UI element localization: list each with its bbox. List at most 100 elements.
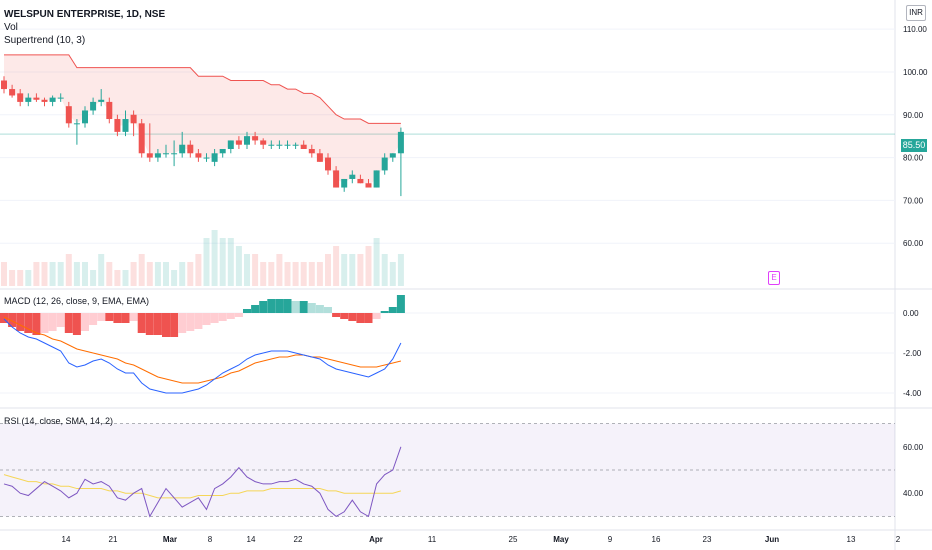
macd-histogram-bar	[267, 299, 276, 313]
volume-bar	[41, 262, 48, 286]
volume-bar	[341, 254, 348, 286]
volume-bar	[1, 262, 7, 286]
macd-histogram-bar	[0, 313, 8, 323]
macd-tick-label: -4.00	[903, 389, 922, 398]
candle-body	[130, 114, 137, 124]
volume-bar	[333, 246, 340, 286]
price-tick-label: 110.00	[903, 25, 927, 34]
macd-histogram-bar	[315, 305, 324, 313]
macd-histogram-bar	[194, 313, 203, 329]
time-tick-label: Apr	[369, 535, 383, 544]
candle-body	[41, 99, 48, 102]
volume-bar	[90, 270, 97, 286]
volume-bar	[195, 254, 202, 286]
volume-bar	[211, 230, 218, 286]
candle-body	[268, 144, 275, 146]
candle-body	[17, 93, 24, 102]
volume-bar	[163, 262, 169, 286]
candle-body	[235, 140, 242, 145]
volume-bar	[122, 270, 129, 286]
macd-panel	[0, 295, 405, 394]
candle-body	[203, 157, 210, 159]
rsi-tick-label: 60.00	[903, 443, 924, 452]
rsi-label[interactable]: RSI (14, close, SMA, 14, 2)	[4, 416, 114, 426]
macd-histogram-bar	[348, 313, 357, 321]
candle-body	[300, 144, 307, 149]
candle-body	[163, 153, 169, 155]
macd-histogram-bar	[137, 313, 146, 333]
macd-histogram-bar	[396, 295, 405, 313]
volume-bar	[389, 262, 396, 286]
vol-label[interactable]: Vol	[4, 22, 18, 33]
axis-labels: 110.00 100.00 90.00 80.00 70.00 60.00 0.00 -2.0…	[62, 25, 928, 544]
candle-body	[73, 123, 80, 125]
macd-histogram-bar	[234, 313, 243, 317]
macd-histogram-bar	[48, 313, 57, 331]
macd-histogram-bar	[291, 301, 300, 313]
volume-bar	[73, 262, 80, 286]
candle-body	[33, 97, 40, 100]
volume-bar	[235, 246, 242, 286]
supertrend-label[interactable]: Supertrend (10, 3)	[4, 35, 86, 46]
volume-bar	[397, 254, 404, 286]
rsi-panel	[0, 423, 895, 518]
macd-tick-label: -2.00	[903, 349, 922, 358]
earnings-event-marker[interactable]: E	[768, 271, 780, 285]
candle-body	[90, 101, 97, 111]
macd-tick-label: 0.00	[903, 309, 919, 318]
candle-body	[122, 119, 129, 132]
volume-bar	[203, 238, 210, 286]
time-tick-label: 8	[208, 535, 213, 544]
time-tick-label: 13	[847, 535, 856, 544]
macd-label[interactable]: MACD (12, 26, close, 9, EMA, EMA)	[4, 296, 150, 306]
volume-bar	[357, 254, 364, 286]
macd-histogram-bar	[40, 313, 49, 333]
volume-bar	[300, 262, 307, 286]
volume-bar	[49, 262, 56, 286]
candle-body	[138, 123, 145, 154]
volume-bar	[187, 262, 194, 286]
volume-bar	[17, 270, 24, 286]
volume-bar	[268, 262, 275, 286]
volume-bar	[292, 262, 299, 286]
candle-body	[260, 140, 267, 145]
volume-bar	[284, 262, 291, 286]
macd-histogram-bar	[388, 307, 397, 313]
macd-histogram-bar	[97, 313, 106, 321]
macd-histogram-bar	[356, 313, 365, 323]
price-tick-label: 80.00	[903, 154, 924, 163]
time-tick-label: 2	[896, 535, 901, 544]
macd-histogram-bar	[105, 313, 114, 321]
macd-histogram-bar	[251, 305, 260, 313]
rsi-line	[3, 446, 402, 518]
macd-histogram-bar	[64, 313, 73, 333]
macd-histogram-bar	[307, 303, 316, 313]
volume-bar	[82, 262, 88, 286]
macd-histogram-bar	[243, 309, 251, 313]
candle-body	[98, 99, 105, 102]
volume-bars	[1, 230, 404, 286]
volume-bar	[381, 254, 388, 286]
currency-badge[interactable]: INR	[906, 5, 926, 21]
candle-body	[227, 140, 234, 149]
price-tick-label: 70.00	[903, 196, 924, 205]
candle-body	[57, 97, 64, 99]
candle-body	[341, 178, 348, 188]
volume-bar	[316, 262, 323, 286]
macd-histogram-bar	[72, 313, 81, 335]
macd-histogram-bar	[24, 313, 33, 333]
macd-histogram-bar	[32, 313, 41, 335]
macd-histogram-bar	[16, 313, 25, 331]
candle-body	[179, 144, 186, 154]
macd-histogram-bar	[283, 299, 292, 313]
candle-body	[25, 97, 32, 102]
macd-histogram-bar	[218, 313, 227, 321]
macd-line	[3, 318, 402, 394]
supertrend-line	[4, 54, 401, 124]
volume-bar	[106, 262, 113, 286]
time-tick-label: Jun	[765, 535, 779, 544]
candle-body	[252, 136, 259, 141]
candle-body	[373, 170, 380, 188]
time-tick-label: 25	[509, 535, 518, 544]
